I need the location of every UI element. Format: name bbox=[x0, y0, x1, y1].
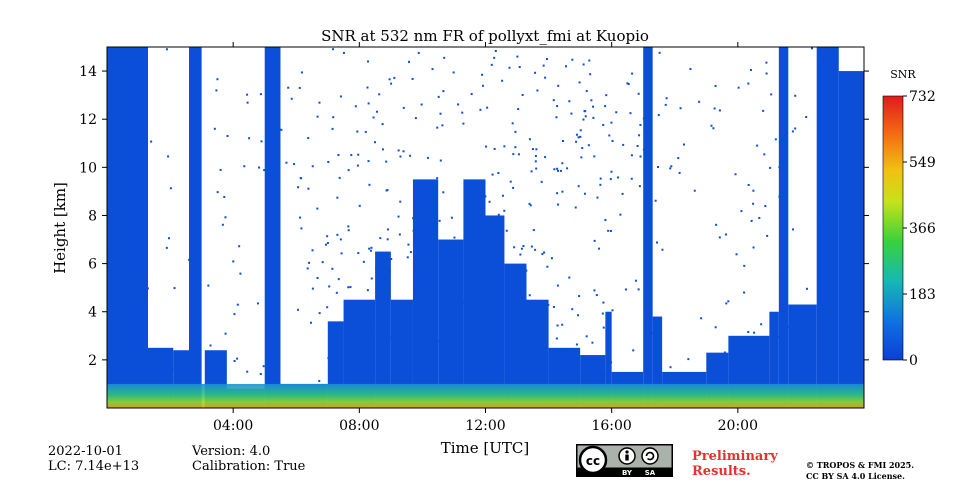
colorbar-tick-label-366: 366 bbox=[909, 221, 936, 237]
heatmap-layer bbox=[107, 47, 864, 408]
x-tick-label-8: 08:00 bbox=[339, 418, 379, 434]
footer-version: Version: 4.0 Calibration: True bbox=[192, 444, 305, 474]
signal-column-22 bbox=[643, 47, 653, 408]
y-tick-label-8: 8 bbox=[88, 208, 97, 224]
colorbar-ticks: 0 183 366 549 732 bbox=[903, 89, 936, 369]
version-text: Version: 4.0 bbox=[192, 444, 271, 459]
cc-license-badge: cc BY SA bbox=[576, 444, 673, 477]
y-axis: 2 4 6 8 10 12 14 bbox=[79, 64, 869, 369]
colorbar-tick-label-0: 0 bbox=[909, 353, 918, 369]
calibration-text: Calibration: True bbox=[192, 459, 306, 474]
signal-column-28 bbox=[778, 47, 789, 408]
preliminary-notice: Preliminary Results. bbox=[692, 449, 778, 479]
y-tick-label-14: 14 bbox=[79, 64, 97, 80]
colorbar bbox=[882, 95, 904, 361]
y-tick-label-12: 12 bbox=[79, 112, 97, 128]
y-tick-label-10: 10 bbox=[79, 160, 97, 176]
y-tick-label-6: 6 bbox=[88, 257, 97, 273]
signal-column-10 bbox=[375, 251, 391, 408]
colorbar-tick-label-183: 183 bbox=[909, 287, 936, 303]
signal-column-23 bbox=[652, 316, 663, 408]
signal-column-30 bbox=[816, 47, 839, 408]
x-tick-label-20: 20:00 bbox=[718, 418, 758, 434]
cc-icon bbox=[578, 445, 608, 475]
footer-left: 2022-10-01 LC: 7.14e+13 bbox=[48, 444, 139, 474]
signal-column-16 bbox=[504, 263, 527, 408]
signal-column-13 bbox=[438, 239, 464, 408]
sa-icon bbox=[641, 447, 659, 465]
copyright-line2: CC BY SA 4.0 License. bbox=[806, 471, 905, 481]
signal-column-12 bbox=[412, 179, 439, 408]
date-text: 2022-10-01 bbox=[48, 444, 123, 459]
sa-label: SA bbox=[645, 469, 656, 477]
lc-text: LC: 7.14e+13 bbox=[48, 459, 140, 474]
signal-column-15 bbox=[485, 215, 505, 408]
signal-column-6 bbox=[264, 47, 281, 408]
y-axis-label: Height [km] bbox=[51, 182, 69, 274]
x-axis: 04:00 08:00 12:00 16:00 20:00 bbox=[213, 42, 758, 434]
y-tick-label-4: 4 bbox=[88, 305, 97, 321]
signal-column-17 bbox=[526, 299, 549, 408]
x-tick-label-4: 04:00 bbox=[213, 418, 253, 434]
preliminary-line2: Results. bbox=[692, 464, 751, 479]
colorbar-tick-label-732: 732 bbox=[909, 89, 936, 105]
x-tick-label-16: 16:00 bbox=[591, 418, 631, 434]
by-label: BY bbox=[622, 469, 633, 477]
signal-column-27 bbox=[769, 311, 779, 408]
colorbar-tick-label-549: 549 bbox=[909, 155, 936, 171]
colorbar-label: SNR bbox=[890, 68, 916, 81]
signal-column-0 bbox=[107, 47, 149, 408]
copyright-line1: © TROPOS & FMI 2025. bbox=[806, 460, 915, 470]
surface-layer bbox=[107, 383, 864, 408]
svg-text:cc: cc bbox=[586, 454, 600, 468]
noise-speckles bbox=[107, 47, 864, 386]
chart-title: SNR at 532 nm FR of pollyxt_fmi at Kuopi… bbox=[321, 27, 649, 45]
signal-column-20 bbox=[605, 311, 612, 408]
x-axis-label: Time [UTC] bbox=[441, 439, 530, 457]
x-tick-label-12: 12:00 bbox=[465, 418, 505, 434]
signal-column-3 bbox=[189, 47, 202, 408]
signal-column-14 bbox=[463, 179, 486, 408]
copyright-notice: © TROPOS & FMI 2025. CC BY SA 4.0 Licens… bbox=[806, 460, 914, 482]
signal-column-11 bbox=[390, 299, 413, 408]
signal-column-31 bbox=[838, 71, 864, 408]
y-tick-label-2: 2 bbox=[88, 353, 97, 369]
preliminary-line1: Preliminary bbox=[692, 449, 778, 464]
